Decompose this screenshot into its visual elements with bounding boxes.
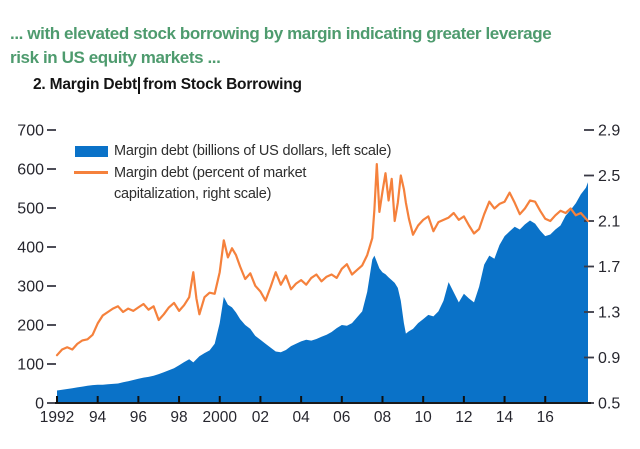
- chart-title-text-after: from Stock Borrowing: [143, 76, 302, 93]
- right-axis-tick-label: 1.3: [598, 305, 620, 322]
- margin-debt-percent-line-series: [55, 163, 590, 357]
- right-axis-tick-label: 2.5: [598, 168, 620, 185]
- right-axis-tick-label: 1.7: [598, 259, 620, 276]
- left-axis-tick-label: 500: [17, 201, 44, 218]
- x-axis-tick-label: 94: [89, 409, 107, 426]
- left-axis-tick-label: 400: [17, 240, 44, 257]
- left-axis-tick-label: 0: [35, 396, 44, 413]
- left-axis-tick-label: 600: [17, 162, 44, 179]
- chart-title-text-before: 2. Margin Debt: [33, 76, 137, 93]
- left-axis-tick-label: 700: [17, 123, 44, 140]
- x-axis-tick-label: 06: [333, 409, 350, 426]
- x-axis-tick-label: 02: [252, 409, 269, 426]
- x-axis-tick-label: 10: [415, 409, 433, 426]
- margin-debt-area-series: [57, 182, 588, 403]
- figure-headline: ... with elevated stock borrowing by mar…: [10, 22, 610, 70]
- x-axis-tick-label: 1992: [40, 409, 74, 426]
- x-axis-tick-label: 12: [455, 409, 472, 426]
- x-axis-tick-label: 2000: [203, 409, 238, 426]
- right-axis-tick-label: 0.5: [598, 396, 620, 413]
- chart-title: 2. Margin Debt from Stock Borrowing: [33, 76, 302, 94]
- right-axis-tick-label: 2.9: [598, 123, 620, 140]
- headline-line-2: risk in US equity markets ...: [10, 48, 221, 67]
- x-axis-tick-label: 08: [374, 409, 391, 426]
- right-axis-tick-label: 0.9: [598, 350, 620, 367]
- left-axis-tick-label: 200: [17, 318, 44, 335]
- headline-line-1: ... with elevated stock borrowing by mar…: [10, 24, 552, 43]
- x-axis-tick-label: 16: [537, 409, 554, 426]
- right-axis-tick-label: 2.1: [598, 214, 620, 231]
- x-axis-tick-label: 04: [292, 409, 310, 426]
- text-cursor: [138, 76, 140, 94]
- x-axis-tick-label: 14: [496, 409, 514, 426]
- x-axis-tick-label: 98: [170, 409, 187, 426]
- left-axis-tick-label: 300: [17, 279, 44, 296]
- left-axis-tick-label: 100: [17, 357, 44, 374]
- x-axis-tick-label: 96: [130, 409, 147, 426]
